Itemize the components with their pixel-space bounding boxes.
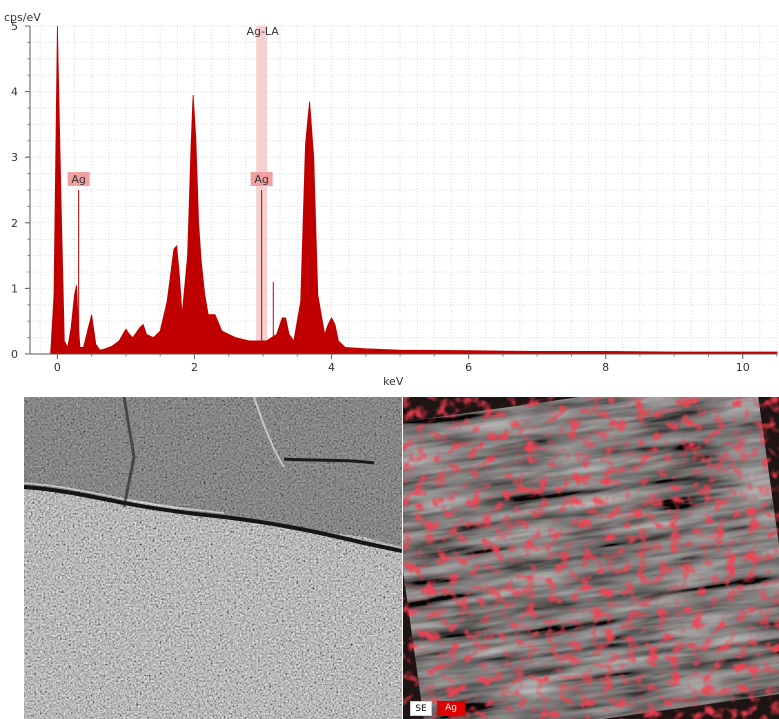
x-axis-label: keV <box>383 375 404 388</box>
x-tick-label: 0 <box>54 361 61 374</box>
ag-tag-label-0: Ag <box>71 173 86 186</box>
legend-se-swatch: SE <box>410 701 432 716</box>
y-tick-label: 0 <box>11 348 18 361</box>
y-tick-label: 5 <box>11 20 18 33</box>
ag-la-label: Ag-LA <box>246 25 279 38</box>
ag-tag-box-1 <box>250 172 273 186</box>
eds-spectrum-chart: Ag Ag Ag-LA 0 2 4 6 8 10 0 1 2 3 4 5 cps/eV keV <box>4 11 778 388</box>
ag-tag-box-0 <box>67 172 90 186</box>
sem-texture <box>24 397 402 719</box>
y-tick-label: 2 <box>11 217 18 230</box>
ag-tag-label-1: Ag <box>254 173 269 186</box>
y-tick-label: 4 <box>11 86 18 99</box>
sem-micrograph <box>24 397 402 719</box>
x-tick-label: 10 <box>736 361 750 374</box>
y-tick-label: 1 <box>11 282 18 295</box>
x-tick-label: 2 <box>191 361 198 374</box>
legend-ag-swatch: Ag <box>437 701 465 716</box>
plot-area <box>30 26 777 354</box>
x-tick-label: 6 <box>465 361 472 374</box>
spectrum-series-0 <box>30 25 778 355</box>
y-axis-label: cps/eV <box>4 11 41 24</box>
ag-map-texture <box>403 397 779 719</box>
ag-element-map <box>403 397 779 719</box>
y-tick-label: 3 <box>11 151 18 164</box>
x-tick-label: 4 <box>328 361 335 374</box>
x-tick-label: 8 <box>602 361 609 374</box>
